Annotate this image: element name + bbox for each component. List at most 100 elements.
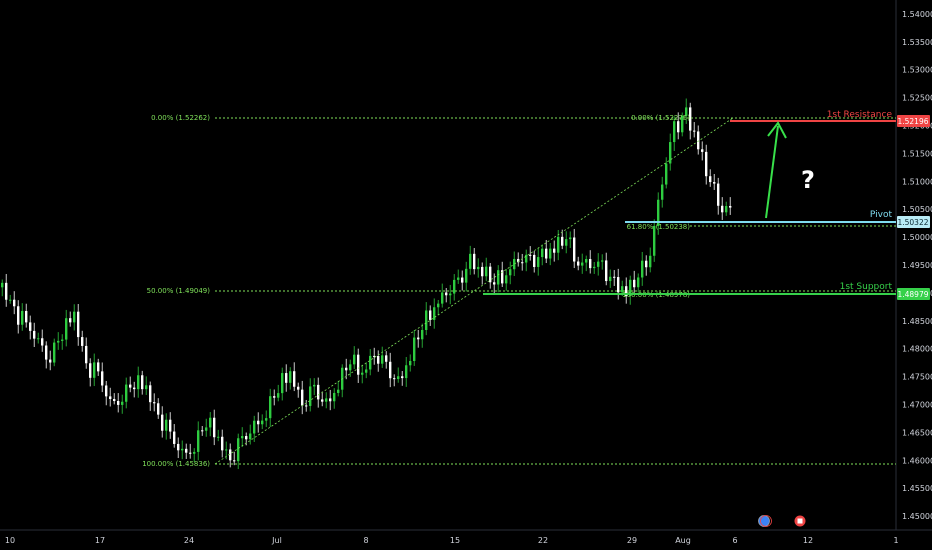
candle-up xyxy=(657,199,660,226)
candle-up xyxy=(37,338,40,340)
event-calendar-icon[interactable] xyxy=(794,515,806,527)
candle-down xyxy=(545,248,548,259)
candle-up xyxy=(397,376,400,380)
candle-down xyxy=(373,355,376,357)
candle-up xyxy=(73,311,76,323)
y-tick-label: 1.47000 xyxy=(902,400,932,409)
candle-up xyxy=(369,355,372,370)
candle-up xyxy=(249,433,252,440)
candle-up xyxy=(565,239,568,246)
candle-up xyxy=(57,340,60,343)
candle-down xyxy=(693,130,696,132)
y-tick-label: 1.48000 xyxy=(902,345,932,354)
candle-up xyxy=(665,163,668,185)
candle-down xyxy=(17,306,20,325)
x-tick-label: 17 xyxy=(95,536,105,545)
candle-up xyxy=(513,258,516,270)
y-tick-label: 1.45000 xyxy=(902,512,932,521)
candle-down xyxy=(109,396,112,400)
candle-down xyxy=(13,299,16,307)
candle-up xyxy=(365,369,368,373)
candle-up xyxy=(405,365,408,379)
candle-down xyxy=(617,277,620,293)
candle-up xyxy=(669,142,672,164)
candle-up xyxy=(281,373,284,394)
candle-down xyxy=(285,373,288,383)
candle-up xyxy=(585,259,588,263)
support-price-badge: 1.48979 xyxy=(897,288,930,300)
candle-down xyxy=(161,414,164,431)
resistance-level[interactable]: 1st Resistance xyxy=(730,110,896,122)
candle-up xyxy=(61,339,64,341)
fib1-label-0: 0.00% (1.52262) xyxy=(151,114,210,122)
time-axis[interactable]: 10 17 24 Jul 8 15 22 29 Aug 6 12 1 xyxy=(5,536,899,545)
candle-down xyxy=(229,449,232,461)
y-tick-label: 1.47500 xyxy=(902,373,932,382)
candle-up xyxy=(525,254,528,263)
candle-up xyxy=(485,266,488,277)
candle-up xyxy=(145,385,148,390)
candle-down xyxy=(101,371,104,386)
y-tick-label: 1.51000 xyxy=(902,177,932,186)
candle-down xyxy=(605,260,608,282)
candle-down xyxy=(89,363,92,378)
candle-up xyxy=(649,255,652,268)
candle-down xyxy=(417,337,420,340)
candle-down xyxy=(329,398,332,402)
x-tick-label: 8 xyxy=(363,536,368,545)
fib2-label-618: 61.80% (1.50238) xyxy=(627,223,691,231)
candle-up xyxy=(269,396,272,419)
candle-down xyxy=(589,259,592,269)
candle-up xyxy=(457,277,460,280)
candle-down xyxy=(553,248,556,253)
candle-down xyxy=(445,292,448,296)
candle-up xyxy=(449,293,452,296)
candle-down xyxy=(5,282,8,300)
arrow-shaft xyxy=(765,125,779,219)
candle-down xyxy=(233,460,236,462)
candle-up xyxy=(21,310,24,325)
event-flag-icon[interactable] xyxy=(758,515,772,527)
candle-up xyxy=(609,276,612,282)
y-tick-label: 1.54000 xyxy=(902,10,932,19)
candle-up xyxy=(121,401,124,405)
candle-up xyxy=(217,436,220,438)
fib1-label-50: 50.00% (1.49049) xyxy=(147,287,211,295)
candle-up xyxy=(137,375,140,390)
projection-arrow xyxy=(765,121,787,219)
candle-up xyxy=(433,307,436,320)
pivot-price-badge: 1.50322 xyxy=(897,216,930,228)
candle-up xyxy=(641,260,644,278)
support-level[interactable]: 1st Support xyxy=(483,282,896,295)
candle-down xyxy=(401,376,404,379)
candle-down xyxy=(133,387,136,390)
candle-down xyxy=(645,260,648,268)
candle-down xyxy=(713,182,716,184)
candle-down xyxy=(29,322,32,331)
candle-down xyxy=(221,436,224,451)
candle-down xyxy=(473,253,476,270)
candle-up xyxy=(361,372,364,375)
candle-up xyxy=(53,342,56,363)
candle-down xyxy=(489,266,492,283)
candle-up xyxy=(165,419,168,431)
candle-down xyxy=(293,371,296,387)
candle-up xyxy=(441,292,444,304)
resistance-price: 1.52196 xyxy=(897,117,928,126)
candle-up xyxy=(621,286,624,293)
candle-down xyxy=(517,258,520,263)
candle-up xyxy=(477,266,480,270)
candle-down xyxy=(389,361,392,379)
candle-down xyxy=(185,448,188,453)
pivot-price: 1.50322 xyxy=(897,218,928,227)
resistance-price-badge: 1.52196 xyxy=(897,115,930,127)
candle-down xyxy=(521,262,524,264)
candle-down xyxy=(317,384,320,400)
candle-up xyxy=(261,420,264,425)
candle-down xyxy=(481,266,484,277)
candle-down xyxy=(321,399,324,402)
pivot-level[interactable]: Pivot xyxy=(625,210,896,223)
candle-down xyxy=(461,277,464,283)
candle-down xyxy=(705,151,708,177)
